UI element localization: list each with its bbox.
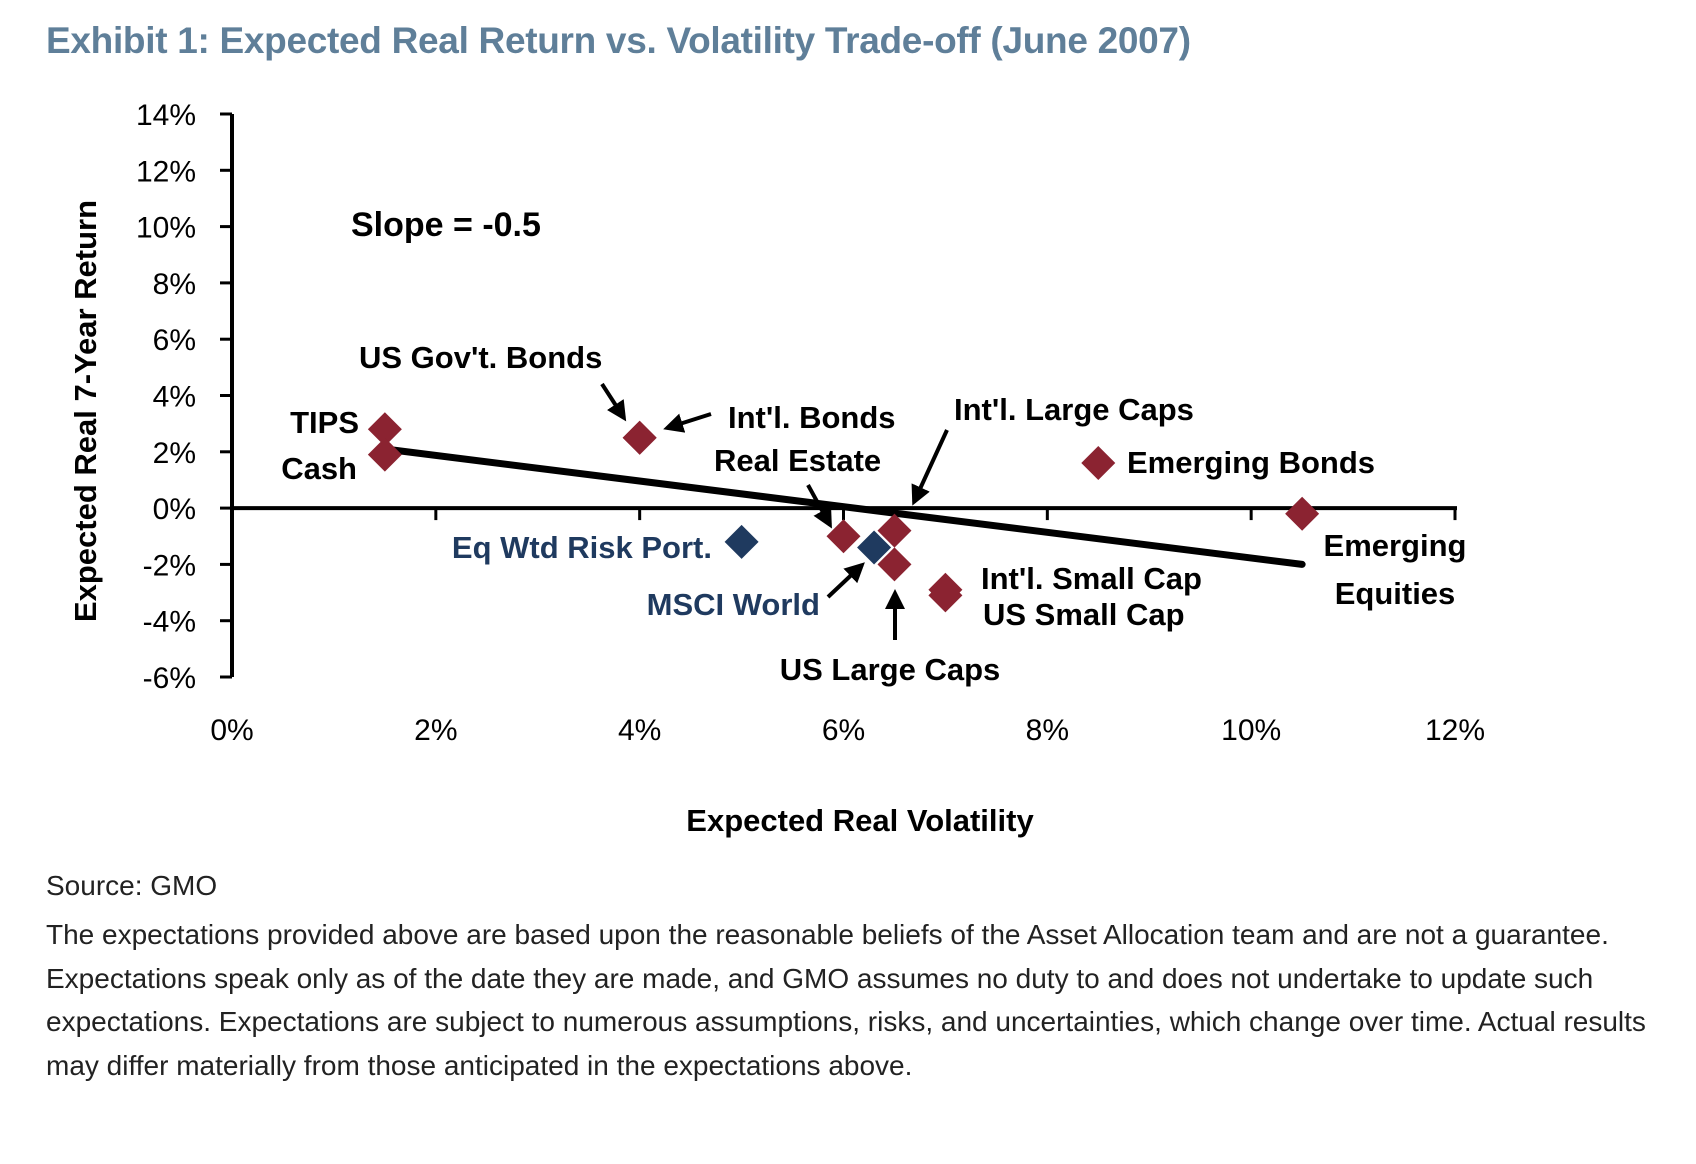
label-us-small-cap: US Small Cap — [983, 597, 1185, 632]
label-msci-world: MSCI World — [647, 587, 820, 622]
y-tick-label: 10% — [136, 212, 196, 245]
y-tick-label: -6% — [143, 662, 196, 695]
annotation-arrows — [600, 382, 949, 640]
trend-line — [381, 445, 1306, 568]
chart-title: Exhibit 1: Expected Real Return vs. Vola… — [46, 20, 1191, 61]
y-tick-label: -4% — [143, 606, 196, 639]
point-int-l-large-caps — [877, 513, 912, 548]
label-eq-wtd-risk-port: Eq Wtd Risk Port. — [452, 530, 712, 565]
label-real-estate: Real Estate — [714, 443, 881, 478]
x-tick-label: 12% — [1425, 714, 1485, 747]
label-emerging-bonds: Emerging Bonds — [1127, 445, 1375, 480]
y-tick-label: 4% — [153, 381, 196, 414]
label-us-large-caps: US Large Caps — [780, 652, 1001, 687]
point-us-small-cap — [928, 578, 963, 613]
point-real-estate — [826, 519, 861, 554]
arrow-intl-large-caps — [911, 429, 949, 506]
x-tick-label: 8% — [1026, 714, 1069, 747]
label-intl-bonds: Int'l. Bonds — [728, 400, 896, 435]
y-axis-title: Expected Real 7-Year Return — [68, 200, 103, 622]
data-points — [367, 412, 1320, 613]
arrow-msci-world — [826, 562, 865, 599]
x-axis-title: Expected Real Volatility — [686, 803, 1034, 838]
y-tick-label: 0% — [153, 493, 196, 526]
y-tick-label: 2% — [153, 437, 196, 470]
source-note: Source: GMO — [46, 870, 218, 901]
label-tips: TIPS — [290, 405, 359, 440]
point-emerging-bonds — [1081, 446, 1116, 481]
point-cash — [367, 437, 402, 472]
x-tick-label: 0% — [210, 714, 253, 747]
trend-line-group — [381, 445, 1306, 568]
point-int-l-bonds — [622, 420, 657, 455]
x-tick-label: 10% — [1221, 714, 1281, 747]
point-us-large-caps — [877, 547, 912, 582]
label-emerging-line2: Equities — [1335, 576, 1456, 611]
scatter-chart: 14% 12% 10% 8% 6% 4% 2% 0% -2% -4% -6% 0% 2% 4% 6% 8% 10… — [68, 99, 1485, 838]
label-us-govt-bonds: US Gov't. Bonds — [359, 340, 602, 375]
point-emerging-equities — [1285, 496, 1320, 531]
label-intl-large-caps: Int'l. Large Caps — [954, 392, 1194, 427]
label-intl-small-cap: Int'l. Small Cap — [981, 561, 1202, 596]
label-emerging-line1: Emerging — [1324, 528, 1467, 563]
y-tick-label: 14% — [136, 99, 196, 132]
arrow-real-estate — [806, 484, 832, 529]
arrow-intl-bonds — [663, 412, 712, 433]
axes: 14% 12% 10% 8% 6% 4% 2% 0% -2% -4% -6% 0% 2% 4% 6% 8% 10… — [136, 99, 1485, 747]
arrow-us-govt-bonds — [600, 382, 627, 422]
x-tick-label: 4% — [618, 714, 661, 747]
y-tick-label: 6% — [153, 324, 196, 357]
point-msci-world — [857, 530, 892, 565]
y-tick-label: 8% — [153, 268, 196, 301]
label-cash: Cash — [281, 451, 357, 486]
point-eq-wtd-risk-port — [724, 524, 759, 559]
disclaimer-text: The expectations provided above are base… — [46, 919, 1646, 1081]
point-tips — [367, 412, 402, 447]
y-tick-label: -2% — [143, 549, 196, 582]
slope-annotation: Slope = -0.5 — [351, 206, 541, 244]
y-tick-label: 12% — [136, 155, 196, 188]
x-tick-label: 6% — [822, 714, 865, 747]
x-tick-label: 2% — [414, 714, 457, 747]
